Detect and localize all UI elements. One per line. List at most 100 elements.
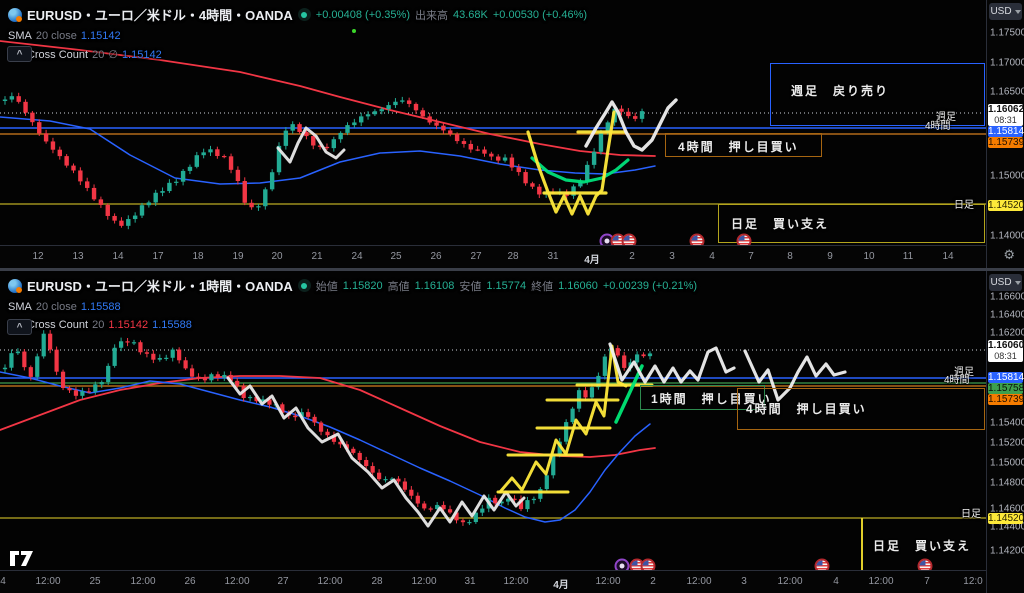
time-axis-label: 12:00	[411, 576, 437, 587]
time-axis-label: 2	[629, 251, 635, 262]
daily-support-zone-label: 日足 買い支え	[873, 539, 972, 553]
time-axis-label: 3	[669, 251, 675, 262]
price-axis-4h[interactable]: USD 1.17500 1.17000 1.16500 1.15000 1.14000 1…	[986, 0, 1024, 268]
volume-label: 出来高	[414, 9, 448, 22]
time-axis-1h[interactable]: 4 12:00 25 12:00 26 12:00 27 12:00 28 12:00 31 12:0…	[0, 570, 987, 593]
price-axis-label: 1.14000	[990, 230, 1024, 242]
market-status-icon[interactable]	[297, 279, 311, 292]
price-axis-label: 1.15200	[990, 437, 1024, 449]
time-axis-label: 26	[430, 251, 442, 262]
currency-toggle-button[interactable]: USD	[989, 274, 1022, 291]
price-axis-label: 1.17500	[990, 27, 1024, 39]
panel-divider[interactable]	[0, 268, 1024, 271]
chart-panel-1h[interactable]: EURUSD・ユーロ／米ドル・1時間・OANDA 始値 1.15820 高値 1…	[0, 271, 1024, 593]
weekly-sell-zone[interactable]: 週足 戻り売り	[770, 63, 985, 126]
time-axis-label: 4	[0, 576, 6, 587]
bottom-chart-canvas[interactable]	[0, 271, 987, 571]
price-axis-label: 1.15400	[990, 417, 1024, 429]
broker-logo-icon	[8, 7, 22, 22]
price-tag-orange: 1.15739	[988, 394, 1024, 405]
daily-support-zone-label: 日足 買い支え	[731, 217, 830, 231]
time-axis-label: 17	[152, 251, 164, 262]
line-tag-label: 4時間	[944, 375, 970, 386]
h1-dip-buy-zone[interactable]: 1時間 押し目買い	[640, 385, 770, 410]
time-axis-label: 12:0	[963, 576, 983, 587]
price-axis-1h[interactable]: USD 1.16600 1.16400 1.16200 1.15400 1.15200 1…	[986, 271, 1024, 593]
time-axis-label: 24	[351, 251, 363, 262]
low-label: 安値	[459, 280, 482, 293]
market-status-icon[interactable]	[297, 8, 311, 21]
price-axis-label: 1.17000	[990, 57, 1024, 69]
time-axis-label: 14	[112, 251, 124, 262]
h4-dip-buy-zone[interactable]: 4時間 押し目買い	[665, 133, 822, 157]
time-axis-label: 27	[470, 251, 482, 262]
symbol-title[interactable]: EURUSD・ユーロ／米ドル・4時間・OANDA	[27, 8, 293, 23]
price-change-2: +0.00530 (+0.46%)	[492, 8, 588, 21]
tradingview-logo[interactable]	[9, 550, 35, 567]
indicator-ma-cross-count[interactable]: MA Cross Count 20 ∅ 1.15142	[8, 49, 162, 61]
time-axis-label: 18	[192, 251, 204, 262]
price-tag-current: 1.16062 08:31	[988, 104, 1024, 126]
time-axis-label: 12:00	[130, 576, 156, 587]
chevron-down-icon	[1014, 9, 1021, 14]
line-tag-label: 週足	[954, 367, 974, 378]
top-chart-canvas[interactable]	[0, 0, 987, 246]
chart-plot-1h[interactable]	[0, 271, 987, 576]
time-axis-label: 14	[942, 251, 954, 262]
price-axis-label: 1.16600	[990, 291, 1024, 303]
price-tag-yellow: 1.14520	[988, 200, 1024, 211]
settings-gear-icon[interactable]: ⚙	[1003, 247, 1015, 262]
time-axis-label: 31	[464, 576, 476, 587]
indicator-sma[interactable]: SMA 20 close 1.15142	[8, 30, 121, 42]
time-axis-label: 12:00	[595, 576, 621, 587]
h1-dip-buy-zone-label: 1時間 押し目買い	[651, 392, 772, 406]
symbol-title[interactable]: EURUSD・ユーロ／米ドル・1時間・OANDA	[27, 279, 293, 294]
daily-support-zone[interactable]: 日足 買い支え	[718, 204, 985, 243]
time-axis-label: 12:00	[777, 576, 803, 587]
time-axis-label: 12	[32, 251, 44, 262]
price-tag-current: 1.16060 08:31	[988, 340, 1024, 362]
time-axis-label: 4	[833, 576, 839, 587]
volume-value: 43.68K	[452, 8, 488, 21]
line-tag-label: 日足	[961, 509, 981, 520]
open-value: 1.15820	[342, 279, 383, 292]
time-axis-label: 4月	[584, 255, 600, 266]
high-label: 高値	[387, 280, 410, 293]
time-axis-label: 28	[507, 251, 519, 262]
chart-plot-4h[interactable]	[0, 0, 987, 251]
price-change: +0.00408 (+0.35%)	[315, 8, 410, 21]
time-axis-label: 3	[741, 576, 747, 587]
time-axis-label: 27	[277, 576, 289, 587]
collapse-indicators-button[interactable]: ^	[7, 46, 32, 62]
time-axis-label: 12:00	[686, 576, 712, 587]
time-axis-label: 12:00	[35, 576, 61, 587]
price-axis-label: 1.15000	[990, 170, 1024, 182]
time-axis-label: 25	[89, 576, 101, 587]
daily-support-zone[interactable]	[861, 518, 863, 582]
time-axis-label: 10	[863, 251, 875, 262]
time-axis-label: 4	[709, 251, 715, 262]
currency-toggle-button[interactable]: USD	[989, 3, 1022, 20]
indicator-ma-cross-count[interactable]: MA Cross Count 20 1.15142 1.15588	[8, 319, 192, 331]
collapse-indicators-button[interactable]: ^	[7, 319, 32, 335]
price-axis-label: 1.16400	[990, 309, 1024, 321]
chart-legend-4h: EURUSD・ユーロ／米ドル・4時間・OANDA +0.00408 (+0.35…	[8, 5, 587, 61]
time-axis-label: 4月	[553, 580, 569, 591]
indicator-sma[interactable]: SMA 20 close 1.15588	[8, 301, 121, 313]
weekly-sell-zone-label: 週足 戻り売り	[791, 84, 890, 98]
close-label: 終値	[531, 280, 554, 293]
time-axis-label: 2	[650, 576, 656, 587]
time-axis-label: 12:00	[224, 576, 250, 587]
time-axis-label: 25	[390, 251, 402, 262]
time-axis-4h[interactable]: 12 13 14 17 18 19 20 21 24 25 26 27 28 31 4月 2 3 4 7 8 9 10 11…	[0, 245, 987, 268]
price-axis-label: 1.14600	[990, 503, 1024, 515]
chart-panel-4h[interactable]: EURUSD・ユーロ／米ドル・4時間・OANDA +0.00408 (+0.35…	[0, 0, 1024, 268]
price-axis-label: 1.16500	[990, 86, 1024, 98]
h4-dip-buy-zone-label: 4時間 押し目買い	[678, 140, 799, 154]
time-axis-label: 9	[827, 251, 833, 262]
high-value: 1.16108	[414, 279, 455, 292]
line-tag-label: 4時間	[925, 121, 951, 132]
price-axis-label: 1.14800	[990, 477, 1024, 489]
h4-dip-buy-zone[interactable]: 4時間 押し目買い	[737, 388, 985, 430]
